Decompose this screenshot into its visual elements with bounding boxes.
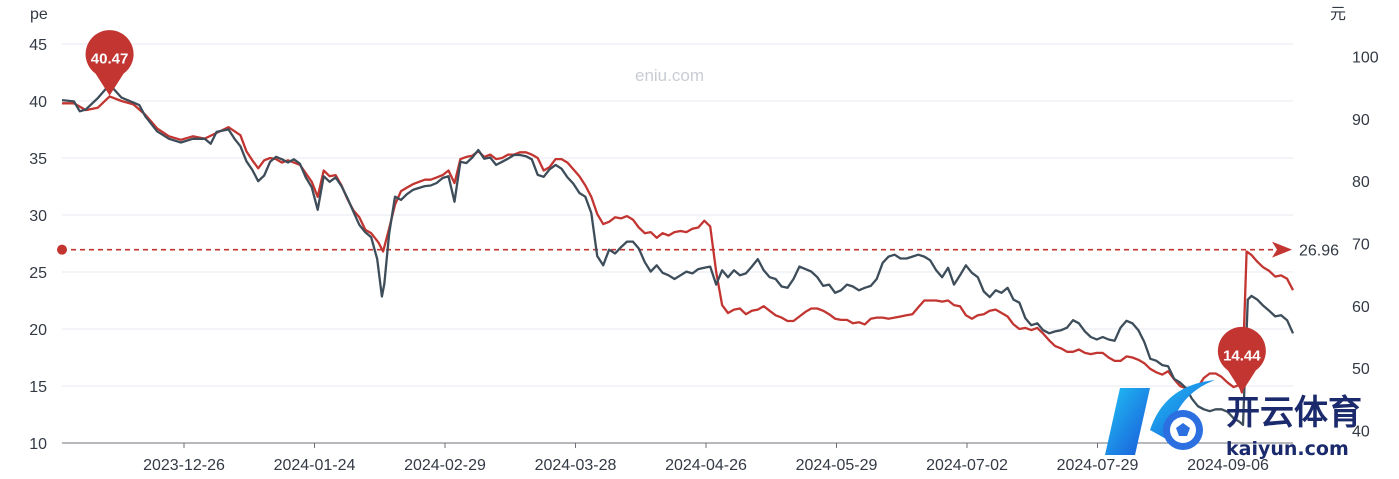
left-tick-label: 35 xyxy=(29,151,47,168)
right-tick-label: 100 xyxy=(1352,49,1379,66)
left-tick-label: 20 xyxy=(29,322,47,339)
right-tick-label: 60 xyxy=(1352,299,1370,316)
pin-icon xyxy=(1217,326,1266,393)
price-line xyxy=(61,83,1295,427)
right-axis-label: 元 xyxy=(1330,6,1346,23)
x-tick-label: 2023-12-26 xyxy=(143,457,225,474)
x-tick-label: 2024-02-29 xyxy=(404,457,486,474)
pin-label: 40.47 xyxy=(91,51,129,68)
right-tick-label: 40 xyxy=(1352,424,1370,441)
x-tick-label: 2024-07-29 xyxy=(1057,457,1139,474)
kaiyun-logo: 开云体育 kaiyun.com xyxy=(1105,380,1362,460)
left-tick-label: 15 xyxy=(29,379,47,396)
x-tick-label: 2024-03-28 xyxy=(535,457,617,474)
pe-line xyxy=(62,95,1295,394)
pin-icon xyxy=(85,30,134,96)
left-axis-label: pe xyxy=(30,6,48,23)
x-tick-label: 2024-04-26 xyxy=(665,457,747,474)
min-pin-marker: 14.44 xyxy=(1217,326,1266,393)
right-tick-label: 70 xyxy=(1352,237,1370,254)
logo-cn-text: 开云体育 xyxy=(1226,393,1362,433)
series-lines xyxy=(61,83,1295,427)
max-pin-marker: 40.47 xyxy=(85,30,134,96)
reference-arrow-icon xyxy=(1272,241,1292,258)
reference-start-dot xyxy=(57,244,67,255)
pin-label: 14.44 xyxy=(1223,347,1261,364)
right-tick-label: 50 xyxy=(1352,361,1370,378)
left-tick-label: 40 xyxy=(29,94,47,111)
markers: 40.47 14.44 xyxy=(85,30,1266,393)
x-tick-label: 2024-07-02 xyxy=(926,457,1008,474)
left-tick-label: 45 xyxy=(29,37,47,54)
left-tick-label: 30 xyxy=(29,208,47,225)
x-tick-label: 2024-01-24 xyxy=(274,457,356,474)
x-tick-label: 2024-09-06 xyxy=(1187,457,1269,474)
right-tick-label: 80 xyxy=(1352,174,1370,191)
x-tick-label: 2024-05-29 xyxy=(796,457,878,474)
logo-k-icon xyxy=(1105,388,1150,455)
right-axis-ticks: 40 50 60 70 80 90 100 xyxy=(1352,49,1379,440)
left-tick-label: 25 xyxy=(29,265,47,282)
left-tick-label: 10 xyxy=(29,436,47,453)
logo-en-text: kaiyun.com xyxy=(1226,438,1349,460)
left-axis-ticks: 10 15 20 25 30 35 40 45 xyxy=(29,37,47,453)
right-tick-label: 90 xyxy=(1352,112,1370,129)
reference-label: 26.96 xyxy=(1299,243,1339,260)
x-axis-ticks: 2023-12-26 2024-01-24 2024-02-29 2024-03-28… xyxy=(143,443,1269,474)
reference-line: 26.96 xyxy=(57,241,1339,260)
watermark: eniu.com xyxy=(635,66,704,85)
grid-lines xyxy=(62,43,1293,444)
